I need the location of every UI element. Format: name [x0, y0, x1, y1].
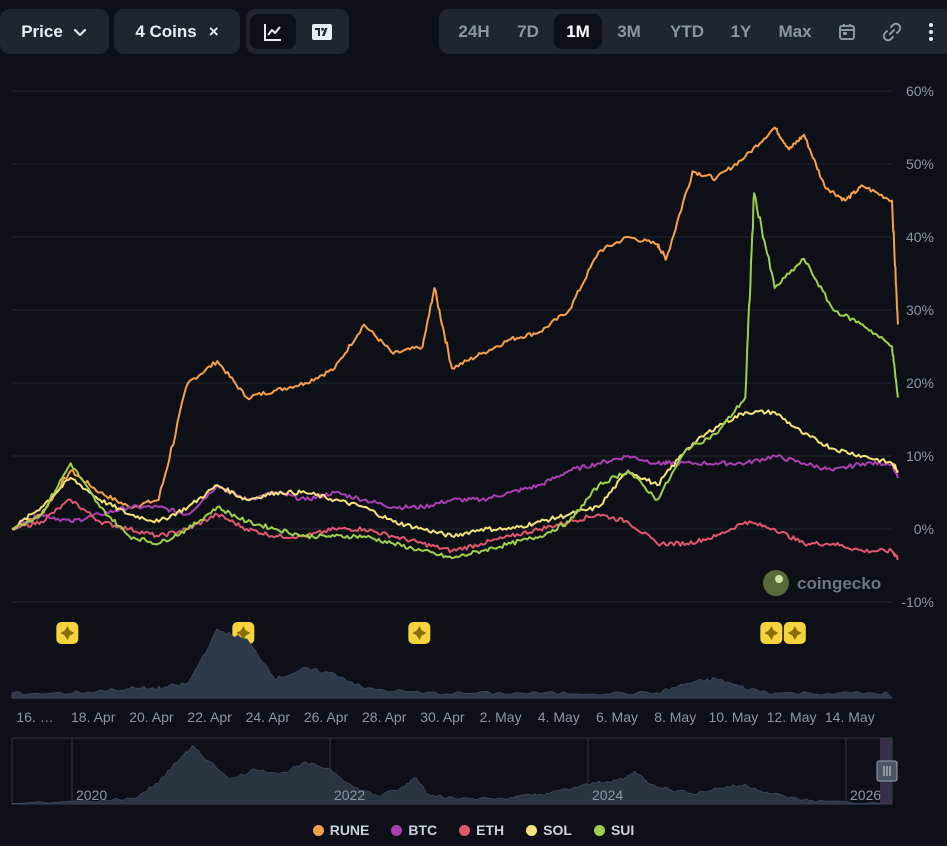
legend-label: ETH — [476, 822, 505, 838]
legend-dot-icon — [312, 824, 324, 836]
legend-item-sui[interactable]: SUI — [593, 822, 635, 838]
range-3m-button[interactable]: 3M — [617, 21, 641, 41]
metric-dropdown-button[interactable]: Price — [0, 9, 109, 54]
x-tick-label: 2. May — [480, 709, 522, 725]
sparkle-icon — [787, 626, 802, 640]
series-line-rune — [11, 126, 899, 530]
series-line-sui — [11, 192, 899, 560]
range-1m-button[interactable]: 1M — [554, 14, 602, 49]
legend-label: BTC — [408, 822, 438, 838]
event-marker-icon — [760, 622, 783, 644]
volume-bars — [11, 628, 893, 699]
tradingview-chart-button[interactable] — [299, 14, 345, 49]
navigator-area — [11, 745, 893, 805]
x-tick-label: 20. Apr — [129, 709, 174, 725]
chevron-down-icon — [73, 28, 86, 36]
x-tick-label: 18. Apr — [71, 709, 116, 725]
legend-label: SOL — [543, 822, 572, 838]
sparkle-icon — [60, 626, 75, 640]
navigator-year-label: 2022 — [334, 787, 365, 803]
y-tick-label: 10% — [906, 448, 934, 464]
metric-label: Price — [21, 21, 63, 41]
coins-label: 4 Coins — [135, 21, 197, 41]
y-tick-label: -10% — [901, 594, 934, 610]
x-tick-label: 26. Apr — [304, 709, 349, 725]
y-tick-label: 30% — [906, 302, 934, 318]
y-tick-label: 20% — [906, 375, 934, 391]
sparkle-icon — [412, 626, 427, 640]
legend-item-rune[interactable]: RUNE — [312, 822, 370, 838]
x-tick-label: 16. … — [16, 709, 53, 725]
watermark-text: coingecko — [797, 574, 881, 593]
x-tick-label: 28. Apr — [362, 709, 407, 725]
share-link-button[interactable] — [878, 14, 906, 49]
link-icon — [882, 22, 902, 41]
compare-coins-button[interactable]: 4 Coins × — [114, 9, 240, 54]
tradingview-icon — [312, 23, 332, 40]
event-marker-icon — [408, 622, 431, 644]
x-tick-label: 8. May — [654, 709, 696, 725]
time-range-group: 24H 7D 1M 3M YTD 1Y Max — [439, 9, 947, 54]
x-tick-label: 10. May — [708, 709, 758, 725]
x-tick-label: 30. Apr — [420, 709, 465, 725]
range-navigator[interactable]: 2020 2022 2024 2026 — [11, 737, 898, 805]
date-range-button[interactable] — [834, 14, 860, 49]
y-tick-label: 60% — [906, 83, 934, 99]
x-tick-label: 24. Apr — [246, 709, 291, 725]
y-tick-label: 40% — [906, 229, 934, 245]
coingecko-watermark: coingecko — [763, 570, 881, 596]
legend-label: RUNE — [329, 822, 370, 838]
event-markers — [56, 622, 806, 644]
navigator-year-label: 2026 — [850, 787, 881, 803]
legend-dot-icon — [391, 824, 403, 836]
x-tick-label: 12. May — [767, 709, 817, 725]
navigator-handle-icon[interactable] — [876, 760, 898, 782]
handle-grip — [883, 766, 891, 776]
series-line-eth — [11, 498, 899, 561]
chart-type-group — [246, 9, 349, 54]
sparkle-icon — [236, 626, 251, 640]
y-tick-label: 0% — [914, 521, 934, 537]
line-chart-button[interactable] — [250, 14, 296, 49]
calendar-icon — [839, 23, 855, 40]
coingecko-logo-eye — [775, 575, 783, 583]
series-line-sol — [11, 409, 899, 538]
volume-area — [11, 628, 893, 699]
x-tick-label: 22. Apr — [187, 709, 232, 725]
y-tick-label: 50% — [906, 156, 934, 172]
more-options-button[interactable] — [921, 14, 941, 49]
range-24h-button[interactable]: 24H — [458, 21, 490, 41]
x-tick-label: 6. May — [596, 709, 638, 725]
legend-label: SUI — [610, 822, 635, 838]
line-chart-icon — [264, 23, 281, 41]
navigator-year-label: 2020 — [76, 787, 107, 803]
clear-coins-icon[interactable]: × — [208, 21, 219, 41]
chart-toolbar: Price 4 Coins × 24H 7D 1M 3M YTD 1Y — [0, 9, 947, 54]
range-7d-button[interactable]: 7D — [517, 21, 539, 41]
range-ytd-button[interactable]: YTD — [670, 21, 704, 41]
series-line-btc — [11, 454, 899, 531]
legend-item-sol[interactable]: SOL — [526, 822, 572, 838]
x-tick-label: 4. May — [538, 709, 580, 725]
range-1y-button[interactable]: 1Y — [730, 21, 752, 41]
more-vertical-icon — [929, 22, 933, 41]
event-marker-icon — [783, 622, 806, 644]
legend-item-eth[interactable]: ETH — [459, 822, 504, 838]
y-axis-labels: 60% 50% 40% 30% 20% 10% 0% -10% — [901, 83, 934, 610]
x-axis-labels: 16. … 18. Apr 20. Apr 22. Apr 24. Apr 26. Apr… — [16, 709, 874, 725]
legend-dot-icon — [459, 824, 471, 836]
legend-dot-icon — [526, 824, 538, 836]
price-comparison-chart[interactable]: 60% 50% 40% 30% 20% 10% 0% -10% coingecko 16. …… — [0, 60, 947, 812]
legend-item-btc[interactable]: BTC — [391, 822, 437, 838]
legend-dot-icon — [593, 824, 605, 836]
series-lines — [11, 126, 899, 561]
grid-lines — [12, 90, 892, 603]
sparkle-icon — [764, 626, 779, 640]
chart-legend: RUNE BTC ETH SOL SUI — [0, 818, 947, 842]
event-marker-icon — [56, 622, 79, 644]
coingecko-logo-icon — [763, 570, 789, 596]
range-max-button[interactable]: Max — [778, 21, 812, 41]
x-tick-label: 14. May — [825, 709, 875, 725]
navigator-year-label: 2024 — [592, 787, 623, 803]
